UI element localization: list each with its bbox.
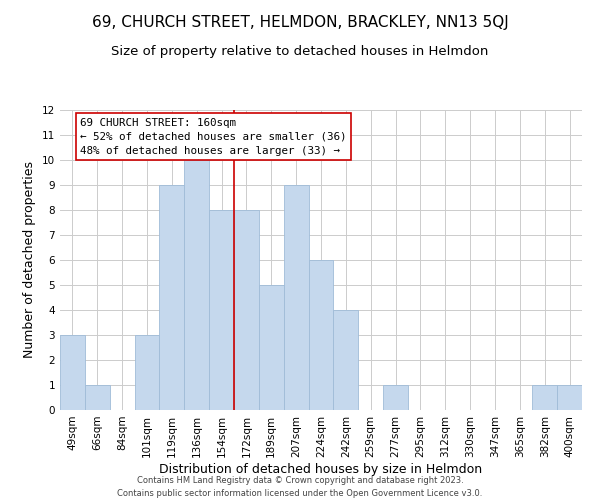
Text: 69, CHURCH STREET, HELMDON, BRACKLEY, NN13 5QJ: 69, CHURCH STREET, HELMDON, BRACKLEY, NN… [92,15,508,30]
Bar [557,385,582,410]
Bar [85,385,110,410]
Bar [60,335,85,410]
Bar [383,385,408,410]
Bar [532,385,557,410]
Bar [334,310,358,410]
Bar [259,285,284,410]
Text: 69 CHURCH STREET: 160sqm
← 52% of detached houses are smaller (36)
48% of detach: 69 CHURCH STREET: 160sqm ← 52% of detach… [80,118,346,156]
Y-axis label: Number of detached properties: Number of detached properties [23,162,37,358]
Text: Contains HM Land Registry data © Crown copyright and database right 2023.
Contai: Contains HM Land Registry data © Crown c… [118,476,482,498]
Bar [134,335,160,410]
Bar [160,185,184,410]
Text: Size of property relative to detached houses in Helmdon: Size of property relative to detached ho… [112,45,488,58]
Bar [184,160,209,410]
Bar [308,260,334,410]
Bar [209,210,234,410]
Bar [284,185,308,410]
X-axis label: Distribution of detached houses by size in Helmdon: Distribution of detached houses by size … [160,462,482,475]
Bar [234,210,259,410]
